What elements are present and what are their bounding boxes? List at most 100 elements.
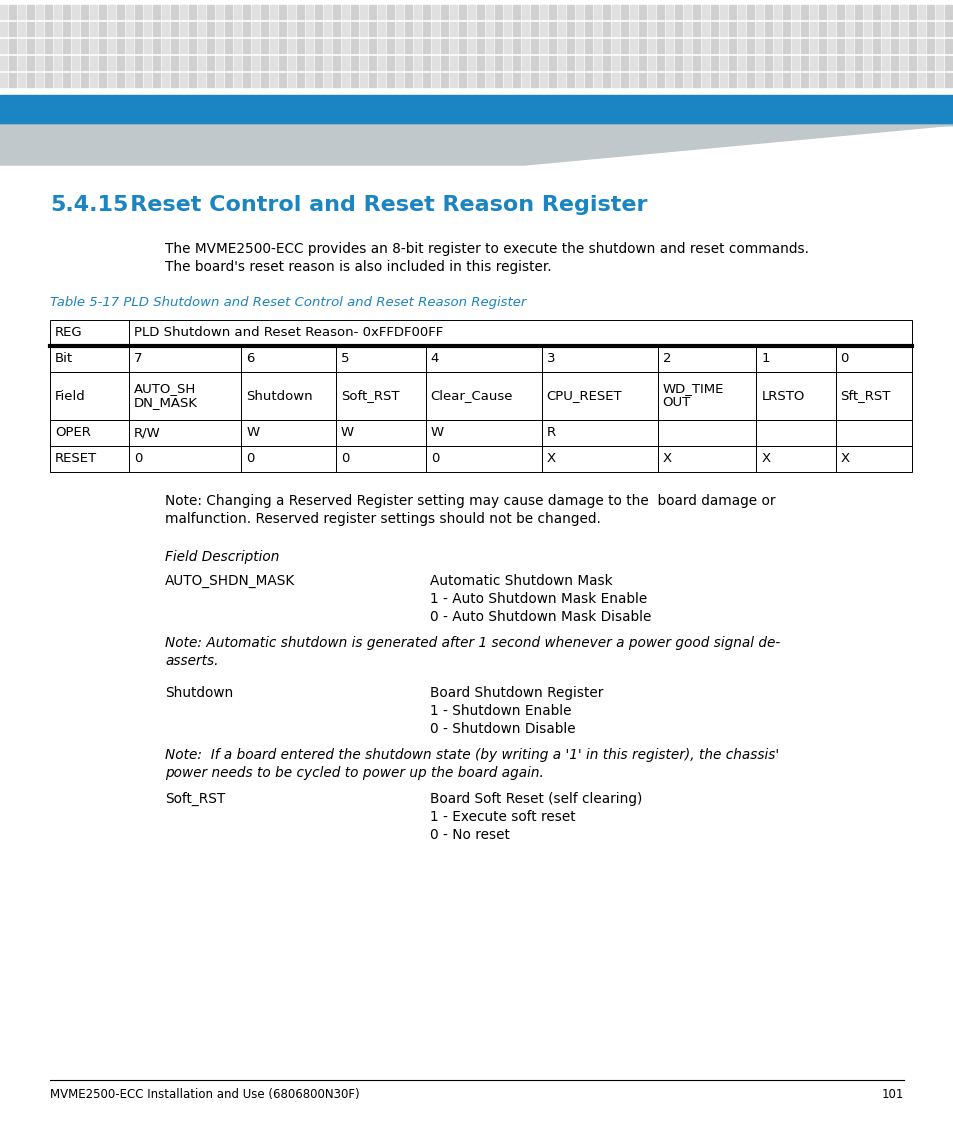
Bar xyxy=(710,5,718,19)
Bar xyxy=(314,5,322,19)
Bar xyxy=(414,39,420,53)
Bar xyxy=(225,73,232,87)
Bar xyxy=(233,22,241,35)
Bar xyxy=(395,5,402,19)
Bar xyxy=(495,5,501,19)
Bar xyxy=(335,372,425,420)
Text: 6: 6 xyxy=(246,353,254,365)
Bar xyxy=(90,73,97,87)
Bar xyxy=(71,39,79,53)
Bar xyxy=(243,39,250,53)
Bar xyxy=(405,5,412,19)
Bar xyxy=(818,39,825,53)
Bar xyxy=(548,39,556,53)
Bar xyxy=(341,73,349,87)
Bar xyxy=(225,5,232,19)
Bar xyxy=(773,73,781,87)
Bar xyxy=(215,73,223,87)
Bar xyxy=(50,420,129,447)
Bar xyxy=(738,56,744,70)
Bar xyxy=(241,372,335,420)
Bar xyxy=(369,56,375,70)
Bar xyxy=(369,39,375,53)
Text: Automatic Shutdown Mask: Automatic Shutdown Mask xyxy=(430,574,612,589)
Bar xyxy=(926,56,933,70)
Bar xyxy=(0,95,953,125)
Bar xyxy=(612,39,618,53)
Bar xyxy=(468,73,475,87)
Bar xyxy=(890,39,897,53)
Text: AUTO_SH: AUTO_SH xyxy=(134,382,196,395)
Bar xyxy=(189,5,195,19)
Bar xyxy=(314,39,322,53)
Text: 0 - Auto Shutdown Mask Disable: 0 - Auto Shutdown Mask Disable xyxy=(430,610,651,624)
Bar xyxy=(692,73,700,87)
Text: 0 - No reset: 0 - No reset xyxy=(430,828,509,842)
Bar xyxy=(539,39,546,53)
Bar xyxy=(278,56,286,70)
Bar xyxy=(377,56,385,70)
Bar xyxy=(422,73,430,87)
Bar xyxy=(612,56,618,70)
Bar xyxy=(296,5,304,19)
Bar xyxy=(288,73,294,87)
Bar xyxy=(0,5,7,19)
Bar xyxy=(241,420,335,447)
Bar xyxy=(495,56,501,70)
Bar xyxy=(126,22,132,35)
Bar xyxy=(458,39,465,53)
Bar xyxy=(9,39,16,53)
Bar xyxy=(252,56,258,70)
Bar xyxy=(27,39,34,53)
Bar xyxy=(602,39,609,53)
Bar xyxy=(738,39,744,53)
Bar xyxy=(908,73,915,87)
Text: 0: 0 xyxy=(134,452,142,466)
Text: 1 - Execute soft reset: 1 - Execute soft reset xyxy=(430,810,575,824)
Bar xyxy=(541,372,657,420)
Bar xyxy=(782,5,789,19)
Bar xyxy=(341,22,349,35)
Bar xyxy=(207,56,213,70)
Bar xyxy=(405,56,412,70)
Bar xyxy=(764,5,771,19)
Bar xyxy=(129,420,241,447)
Bar xyxy=(90,39,97,53)
Bar xyxy=(243,56,250,70)
Text: Note:  If a board entered the shutdown state (by writing a '1' in this register): Note: If a board entered the shutdown st… xyxy=(165,748,779,763)
Bar xyxy=(129,346,241,372)
Bar xyxy=(306,22,313,35)
Bar xyxy=(81,73,88,87)
Bar xyxy=(99,56,106,70)
Bar xyxy=(728,22,735,35)
Bar xyxy=(738,22,744,35)
Bar xyxy=(99,73,106,87)
Bar xyxy=(27,5,34,19)
Bar xyxy=(541,447,657,472)
Bar xyxy=(647,73,655,87)
Bar xyxy=(692,5,700,19)
Bar xyxy=(129,447,241,472)
Text: Board Soft Reset (self clearing): Board Soft Reset (self clearing) xyxy=(430,792,641,806)
Text: Bit: Bit xyxy=(55,353,73,365)
Bar xyxy=(639,5,645,19)
Bar xyxy=(162,5,169,19)
Bar xyxy=(836,56,843,70)
Bar xyxy=(908,39,915,53)
Bar xyxy=(351,22,357,35)
Bar xyxy=(917,5,924,19)
Bar xyxy=(620,22,627,35)
Bar xyxy=(764,56,771,70)
Bar xyxy=(422,5,430,19)
Text: power needs to be cycled to power up the board again.: power needs to be cycled to power up the… xyxy=(165,766,543,780)
Bar xyxy=(755,39,762,53)
Bar xyxy=(458,5,465,19)
Text: 0 - Shutdown Disable: 0 - Shutdown Disable xyxy=(430,722,575,736)
Bar xyxy=(432,5,438,19)
Bar xyxy=(171,22,178,35)
Bar xyxy=(54,5,61,19)
Bar xyxy=(162,56,169,70)
Bar xyxy=(18,22,25,35)
Bar xyxy=(278,73,286,87)
Bar xyxy=(791,39,799,53)
